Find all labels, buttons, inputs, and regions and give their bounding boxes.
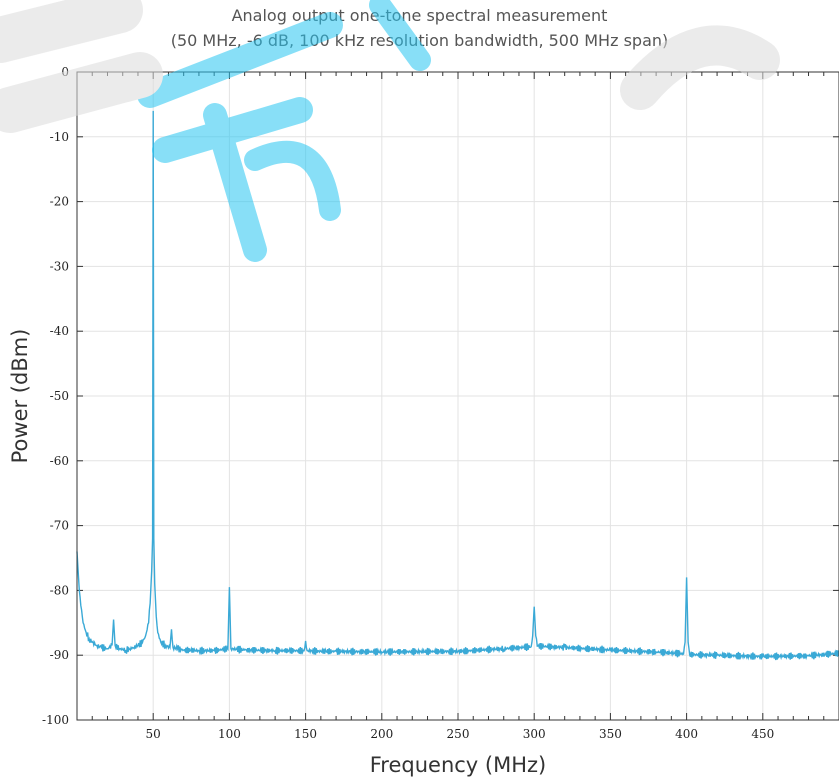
y-tick-label: -30 <box>50 259 69 273</box>
y-tick-label: -20 <box>50 195 69 209</box>
y-axis-label: Power (dBm) <box>8 329 32 464</box>
x-tick-label: 350 <box>599 727 622 741</box>
x-axis-label: Frequency (MHz) <box>370 753 546 777</box>
x-tick-label: 250 <box>447 727 470 741</box>
grid-layer <box>77 71 839 721</box>
series-line <box>76 110 839 661</box>
x-tick-label: 100 <box>218 727 241 741</box>
x-tick-label: 200 <box>370 727 393 741</box>
y-tick-label: -90 <box>50 648 69 662</box>
y-tick-label: -70 <box>50 519 69 533</box>
y-tick-label: -60 <box>50 454 69 468</box>
y-tick-label: -50 <box>50 389 69 403</box>
x-tick-label: 300 <box>523 727 546 741</box>
plot-frame <box>76 71 839 721</box>
y-tick-label: 0 <box>61 65 69 79</box>
x-tick-label: 400 <box>675 727 698 741</box>
x-tick-label: 50 <box>146 727 161 741</box>
y-tick-label: -80 <box>50 583 69 597</box>
y-tick-label: -40 <box>50 324 69 338</box>
y-tick-label: -10 <box>50 130 69 144</box>
x-tick-label: 150 <box>294 727 317 741</box>
y-tick-label: -100 <box>42 713 69 727</box>
tick-label-layer: 50 100 150 200 250 300 350 400 450 0 -10 -20 -30 -40 -… <box>42 65 774 741</box>
x-tick-label: 450 <box>751 727 774 741</box>
